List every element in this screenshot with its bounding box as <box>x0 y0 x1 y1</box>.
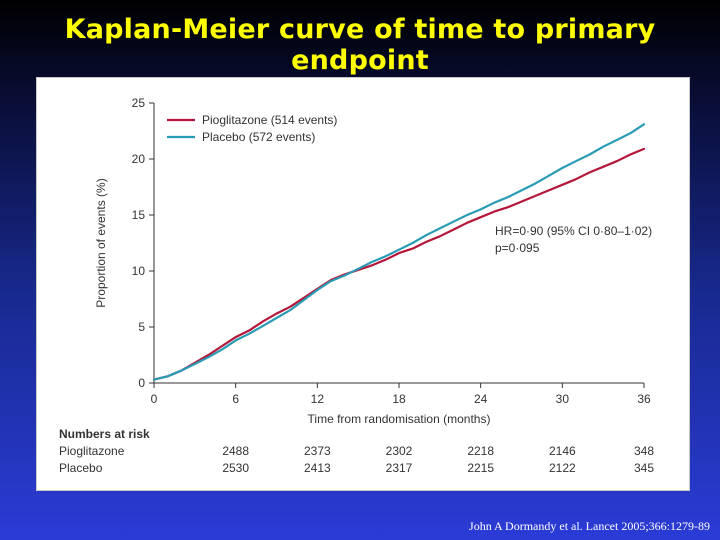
risk-row-label-placebo: Placebo <box>59 461 103 475</box>
risk-value: 2215 <box>467 461 494 475</box>
risk-value: 2122 <box>549 461 576 475</box>
hr-annotation: HR=0·90 (95% CI 0·80–1·02) p=0·095 <box>495 224 652 255</box>
slide-title: Kaplan-Meier curve of time to primary en… <box>64 14 656 76</box>
risk-value: 2317 <box>386 461 413 475</box>
risk-value: 345 <box>634 461 654 475</box>
x-tick-label: 0 <box>151 392 158 406</box>
y-tick-label: 5 <box>138 320 145 334</box>
risk-value: 2218 <box>467 444 494 458</box>
risk-value: 2373 <box>304 444 331 458</box>
x-ticks: 0 6 12 18 24 30 36 <box>151 383 651 406</box>
y-ticks: 0 5 10 15 20 25 <box>132 96 154 390</box>
x-tick-label: 18 <box>392 392 406 406</box>
risk-values: 2488 2373 2302 2218 2146 348 2530 2413 2317 2215 2… <box>222 444 654 475</box>
risk-value: 348 <box>634 444 654 458</box>
risk-value: 2488 <box>222 444 249 458</box>
series-line-pioglitazone <box>152 147 646 381</box>
x-tick-label: 30 <box>556 392 570 406</box>
numbers-at-risk-header: Numbers at risk <box>59 427 150 441</box>
y-tick-label: 15 <box>132 208 146 222</box>
citation: John A Dormandy et al. Lancet 2005;366:1… <box>469 519 710 533</box>
x-tick-label: 6 <box>232 392 239 406</box>
y-tick-label: 0 <box>138 376 145 390</box>
x-tick-label: 36 <box>637 392 651 406</box>
km-chart: 0 5 10 15 20 25 0 6 12 18 24 30 36 Proportion of ev… <box>59 96 654 475</box>
risk-value: 2302 <box>386 444 413 458</box>
risk-row-label-pioglitazone: Pioglitazone <box>59 444 125 458</box>
chart-panel: 0 5 10 15 20 25 0 6 12 18 24 30 36 Proportion of ev… <box>36 77 690 491</box>
risk-value: 2530 <box>222 461 249 475</box>
x-axis-label: Time from randomisation (months) <box>308 412 491 426</box>
curves <box>152 123 646 381</box>
y-axis-label: Proportion of events (%) <box>94 178 108 307</box>
y-tick-label: 25 <box>132 96 146 110</box>
risk-value: 2146 <box>549 444 576 458</box>
series-line-placebo <box>152 123 646 381</box>
y-tick-label: 20 <box>132 152 146 166</box>
x-tick-label: 12 <box>311 392 325 406</box>
legend: Pioglitazone (514 events) Placebo (572 e… <box>167 113 337 144</box>
legend-label-pioglitazone: Pioglitazone (514 events) <box>202 113 337 127</box>
risk-value: 2413 <box>304 461 331 475</box>
y-tick-label: 10 <box>132 264 146 278</box>
numbers-at-risk: Numbers at risk Pioglitazone Placebo 248… <box>59 427 654 475</box>
x-tick-label: 24 <box>474 392 488 406</box>
p-value-text: p=0·095 <box>495 241 540 255</box>
legend-label-placebo: Placebo (572 events) <box>202 130 315 144</box>
hr-text: HR=0·90 (95% CI 0·80–1·02) <box>495 224 652 238</box>
